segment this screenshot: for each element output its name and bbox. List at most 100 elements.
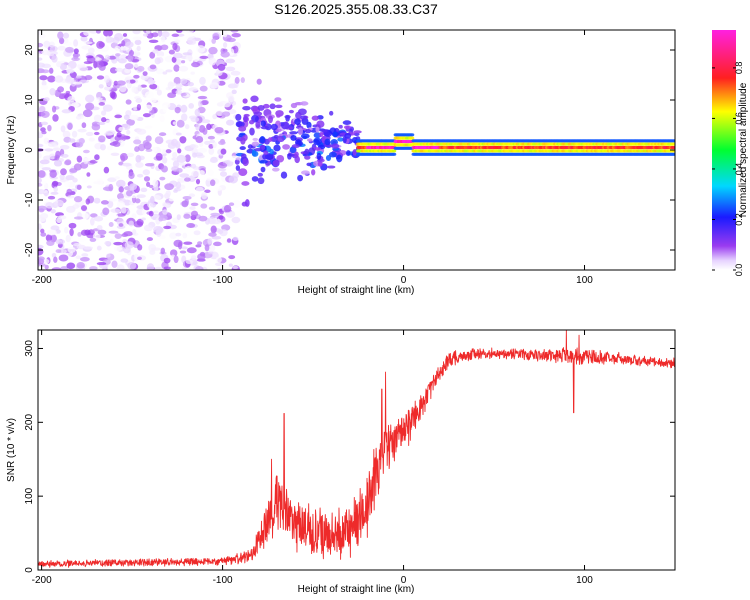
spectrogram-cell — [250, 95, 259, 103]
spectrogram-cell — [121, 40, 126, 47]
spectrogram-cell — [43, 190, 49, 197]
spectrogram-cell — [40, 84, 49, 91]
spectrogram-cell — [168, 49, 175, 55]
spectrogram-cell — [104, 132, 114, 136]
spectrogram-cell — [185, 55, 194, 61]
spectrogram-cell — [85, 198, 91, 205]
spectrogram-cell — [152, 194, 162, 200]
spectrogram-cell — [66, 188, 73, 195]
spectrogram-cell — [149, 202, 156, 208]
spectrogram-cell — [46, 239, 55, 246]
spectrogram-cell — [176, 119, 185, 128]
spectrogram-cell — [38, 152, 42, 159]
spectrogram-cell — [253, 111, 263, 116]
spectrogram-cell — [257, 177, 265, 185]
spectrogram-cell — [306, 162, 312, 167]
spectrogram-cell — [181, 267, 187, 270]
spectrogram-cell — [324, 138, 331, 146]
spectrogram-cell — [118, 223, 124, 227]
spectrogram-cell — [167, 81, 174, 90]
spectrogram-cell — [409, 136, 415, 140]
spectrogram-cell — [217, 63, 226, 71]
spectrogram-cell — [217, 267, 222, 270]
spectrogram-cell — [41, 49, 50, 56]
spectrogram-cell — [157, 30, 163, 37]
spectrogram-cell — [159, 176, 166, 181]
spectrogram-cell — [67, 122, 73, 130]
spectrogram-cell — [40, 121, 49, 126]
spectrogram-cell — [57, 31, 64, 40]
spectrogram-cell — [311, 115, 319, 121]
spectrogram-cell — [202, 127, 208, 135]
spectrogram-cell — [191, 61, 201, 68]
spectrogram-cell — [176, 154, 187, 163]
spectrogram-cell — [239, 132, 246, 136]
snr-series-line — [38, 330, 675, 568]
spectrogram-cell — [103, 30, 113, 37]
spectrogram-cell — [99, 36, 104, 42]
spectrogram-cell — [60, 125, 66, 133]
spectrogram-cell — [107, 177, 117, 183]
spectrogram-cell — [218, 140, 226, 146]
spectrogram-cell — [161, 31, 170, 38]
spectrogram-cell — [179, 173, 190, 178]
spectrogram-cell — [83, 41, 93, 45]
spectrogram-cell — [220, 148, 227, 155]
spectrogram-cell — [183, 213, 191, 219]
spectrogram-cell — [315, 126, 320, 133]
spectrogram-cell — [171, 157, 177, 161]
spectrogram-cell — [194, 108, 201, 117]
spectrogram-cell — [342, 120, 352, 125]
spectrogram-cell — [284, 114, 291, 119]
spectrogram-cell — [214, 126, 224, 134]
snr-axes-frame — [37, 329, 676, 571]
spectrogram-cell — [124, 63, 134, 70]
spectrogram-cell — [160, 247, 166, 255]
spectrogram-cell — [332, 131, 338, 138]
spectrogram-cell — [132, 30, 141, 35]
spectrogram-cell — [40, 110, 50, 118]
spectrogram-cell — [40, 212, 49, 220]
spectrogram-cell — [38, 62, 46, 68]
spectrogram-cell — [311, 169, 316, 176]
spectrogram-cell — [78, 66, 89, 72]
spectrogram-cell — [115, 67, 124, 72]
spectrogram-cell — [147, 78, 155, 85]
spectrogram-cell — [212, 113, 218, 120]
spectrogram-cell — [38, 247, 44, 256]
spectrogram-cell — [38, 143, 44, 148]
spectrogram-cell — [289, 131, 298, 135]
spectrogram-cell — [67, 195, 75, 199]
spectrogram-cell — [197, 241, 203, 246]
spectrogram-cell — [230, 30, 239, 33]
spectrogram-cell — [212, 33, 220, 40]
spectrogram-cell — [232, 200, 242, 208]
spectrogram-cell — [208, 206, 216, 211]
spectrogram-cell — [210, 179, 216, 187]
spectrogram-cell — [254, 148, 263, 152]
spectrogram-cell — [73, 39, 79, 47]
spectrogram-cell — [108, 230, 119, 234]
spectrogram-cell — [110, 208, 121, 213]
spectrogram-cell — [104, 240, 111, 246]
spectrogram-cell — [60, 153, 69, 158]
spectrogram-cell — [53, 186, 58, 193]
spectrogram-cell — [179, 136, 187, 144]
spectrogram-cell — [228, 175, 239, 184]
spectrogram-cell — [47, 141, 56, 147]
spectrogram-cell — [287, 153, 292, 160]
spectrogram-cell — [81, 122, 87, 129]
spectrogram-cell — [41, 167, 51, 171]
spectrogram-cell — [80, 229, 89, 236]
spectrogram-cell — [163, 202, 172, 209]
spectrogram-cell — [321, 129, 328, 133]
spectrogram-cell — [116, 201, 126, 208]
spectrogram-cell — [151, 32, 159, 38]
y-tick-label: 20 — [24, 44, 35, 56]
spectrogram-cell — [96, 97, 103, 101]
spectrogram-cell — [180, 104, 188, 113]
spectrogram-cell — [276, 114, 281, 118]
spectrogram-cell — [275, 104, 283, 109]
spectrogram-cell — [234, 159, 240, 165]
spectrogram-cell — [43, 97, 50, 102]
